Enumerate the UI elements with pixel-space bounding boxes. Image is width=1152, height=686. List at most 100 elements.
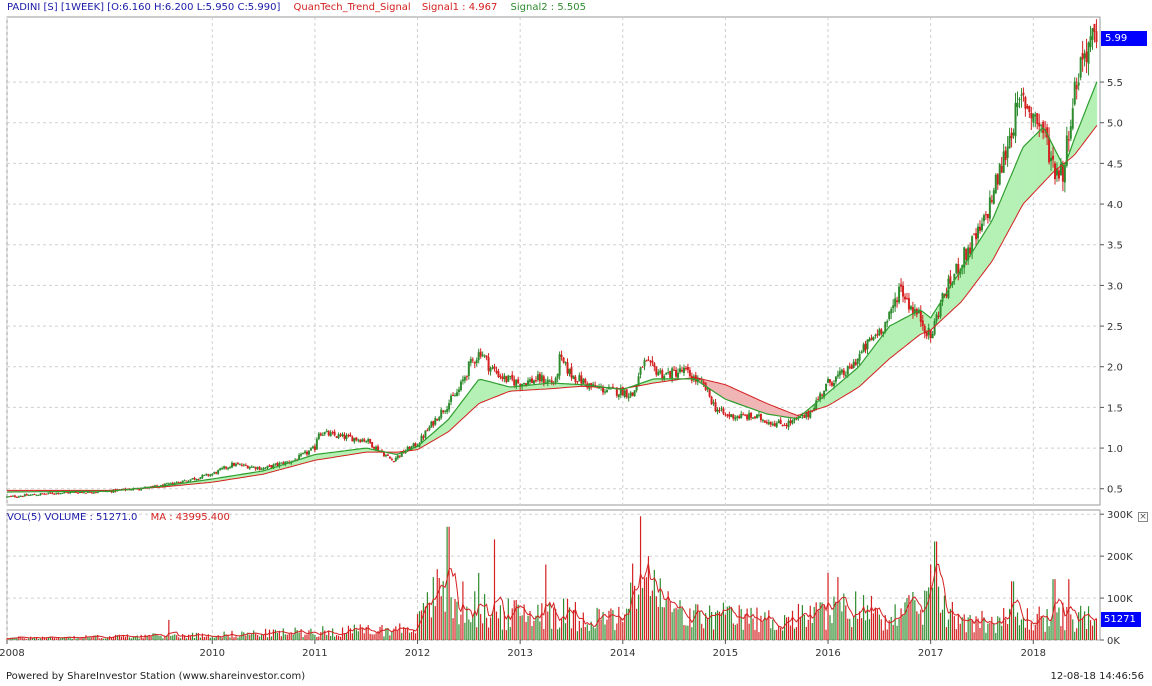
signal-fill-segment xyxy=(491,382,495,399)
candle-up xyxy=(757,414,760,416)
candle-down xyxy=(254,467,257,470)
signal-fill-segment xyxy=(764,402,768,415)
signal-fill-segment xyxy=(870,346,874,377)
candle-up xyxy=(955,263,958,274)
candle-up xyxy=(446,408,449,412)
candle-down xyxy=(75,491,78,493)
volume-ma-line xyxy=(6,562,1097,640)
candle-down xyxy=(754,416,757,418)
candle-down xyxy=(726,414,729,416)
candle-up xyxy=(657,372,660,376)
candle-down xyxy=(282,462,285,465)
candle-up xyxy=(307,450,310,455)
date-tick-label: 2015 xyxy=(713,648,738,659)
candle-up xyxy=(617,394,620,398)
candle-up xyxy=(304,451,307,453)
candle-up xyxy=(438,417,441,421)
candle-up xyxy=(71,491,74,493)
candle-down xyxy=(244,465,247,467)
candle-down xyxy=(493,366,496,370)
volume-label: VOL(5) VOLUME : 51271.0 xyxy=(7,512,138,523)
candle-up xyxy=(154,485,157,487)
candle-up xyxy=(1014,102,1017,137)
candle-down xyxy=(602,386,605,393)
candle-up xyxy=(761,419,764,421)
price-tick-label: 3.5 xyxy=(1107,241,1123,252)
candle-up xyxy=(927,327,930,336)
candle-up xyxy=(73,491,76,493)
candle-down xyxy=(631,392,634,396)
candle-down xyxy=(499,376,502,378)
candle-up xyxy=(564,361,567,364)
candle-up xyxy=(884,321,887,332)
candle-down xyxy=(1085,51,1088,62)
candle-down xyxy=(781,424,784,427)
candle-down xyxy=(969,247,972,254)
signal-fill-segment xyxy=(1031,135,1035,196)
candle-down xyxy=(990,200,993,202)
candle-down xyxy=(45,493,48,495)
candle-down xyxy=(373,446,376,449)
candle-down xyxy=(33,494,36,496)
candle-down xyxy=(949,276,952,284)
signal-fill-segment xyxy=(905,315,910,346)
signal-fill-segment xyxy=(987,221,991,268)
candle-down xyxy=(769,421,772,425)
candle-down xyxy=(821,394,824,396)
signal-fill-segment xyxy=(881,332,885,367)
candle-up xyxy=(791,420,794,424)
candle-down xyxy=(525,383,528,387)
candle-down xyxy=(349,434,352,437)
candle-up xyxy=(264,467,267,469)
candle-down xyxy=(1093,23,1096,32)
candle-up xyxy=(888,312,891,320)
candle-down xyxy=(647,359,650,361)
candle-up xyxy=(450,395,453,402)
candle-up xyxy=(79,492,82,494)
candle-up xyxy=(59,493,62,495)
candle-down xyxy=(900,284,903,287)
signal1-label: Signal1 : 4.967 xyxy=(421,2,498,13)
candle-up xyxy=(980,223,983,231)
candle-up xyxy=(527,380,530,385)
candle-down xyxy=(335,436,338,438)
date-tick-label: 2011 xyxy=(302,648,327,659)
close-icon[interactable]: × xyxy=(1138,512,1148,522)
candle-up xyxy=(627,396,630,399)
candle-down xyxy=(979,226,982,231)
candle-up xyxy=(633,390,636,397)
candle-down xyxy=(339,434,342,436)
candle-up xyxy=(203,474,206,476)
candle-up xyxy=(860,351,863,354)
volume-ma-line xyxy=(6,562,1097,640)
candle-up xyxy=(963,247,966,268)
candle-down xyxy=(1042,121,1045,134)
signal-fill-segment xyxy=(1039,127,1043,188)
candle-up xyxy=(755,414,758,419)
candle-up xyxy=(250,466,253,468)
candle-down xyxy=(911,306,914,315)
candle-down xyxy=(718,409,721,411)
signal-fill-segment xyxy=(1036,130,1040,190)
candle-up xyxy=(521,383,524,386)
candle-down xyxy=(580,375,583,384)
signal-fill-segment xyxy=(900,318,904,351)
signal-fill-segment xyxy=(984,226,989,272)
candle-up xyxy=(483,355,486,357)
candle-down xyxy=(779,419,782,424)
signal-fill-segment xyxy=(480,379,485,403)
candle-down xyxy=(185,480,188,482)
candle-up xyxy=(191,478,194,480)
candle-up xyxy=(777,420,780,424)
candle-up xyxy=(329,432,332,437)
candle-down xyxy=(566,362,569,374)
signal-fill-segment xyxy=(497,383,501,397)
candle-up xyxy=(643,360,646,367)
candle-down xyxy=(1030,112,1033,119)
candle-down xyxy=(560,354,563,357)
candle-up xyxy=(736,416,739,419)
candle-up xyxy=(242,464,245,466)
candle-down xyxy=(426,430,429,432)
signal-fill-segment xyxy=(856,364,861,389)
candle-up xyxy=(410,446,413,450)
